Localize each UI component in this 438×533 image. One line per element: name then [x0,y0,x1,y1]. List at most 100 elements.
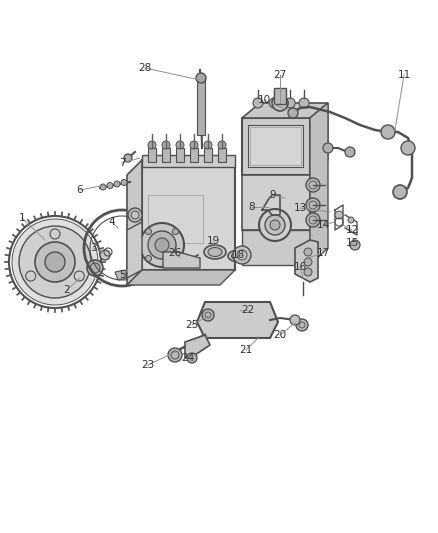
Bar [248,125,303,167]
Circle shape [145,255,152,261]
Text: 2: 2 [64,285,71,295]
Circle shape [290,315,300,325]
Text: 8: 8 [249,202,255,212]
Polygon shape [310,103,328,175]
Circle shape [259,209,291,241]
Text: 14: 14 [316,220,330,230]
Ellipse shape [208,247,222,256]
Polygon shape [242,103,328,118]
Circle shape [155,238,169,252]
Polygon shape [185,335,210,358]
Circle shape [148,231,176,259]
Text: 19: 19 [206,236,219,246]
Text: 28: 28 [138,63,152,73]
Circle shape [202,309,214,321]
Circle shape [173,229,178,235]
Bar [148,148,156,162]
Circle shape [288,108,298,118]
Text: 16: 16 [293,262,307,272]
Circle shape [100,184,106,190]
Bar [142,155,235,167]
Polygon shape [242,175,310,230]
Bar [162,148,170,162]
Polygon shape [115,270,128,280]
Ellipse shape [228,251,246,262]
Circle shape [348,217,354,223]
Circle shape [306,198,320,212]
Text: 5: 5 [119,270,125,280]
Circle shape [304,258,312,266]
Bar [250,127,301,165]
Circle shape [272,95,288,111]
Circle shape [401,141,415,155]
Bar [197,80,205,135]
Polygon shape [242,230,310,265]
Circle shape [270,220,280,230]
Polygon shape [127,222,142,278]
Circle shape [173,255,178,261]
Text: 24: 24 [181,353,194,363]
Circle shape [381,125,395,139]
Circle shape [145,229,152,235]
Text: 11: 11 [397,70,411,80]
Ellipse shape [232,253,243,260]
Circle shape [190,141,198,149]
Circle shape [140,223,184,267]
Circle shape [265,215,285,235]
Circle shape [45,252,65,272]
Circle shape [345,147,355,157]
Circle shape [204,141,212,149]
Circle shape [323,143,333,153]
Polygon shape [295,240,318,282]
Bar [190,148,198,162]
Circle shape [285,98,295,108]
Text: 15: 15 [346,238,359,248]
Circle shape [124,154,132,162]
Text: 21: 21 [240,345,253,355]
Text: 3: 3 [90,243,96,253]
Circle shape [233,246,251,264]
Text: 6: 6 [77,185,83,195]
Polygon shape [242,118,310,175]
Circle shape [114,181,120,187]
Text: 23: 23 [141,360,155,370]
Text: 18: 18 [231,250,245,260]
Polygon shape [310,103,328,265]
Text: 20: 20 [273,330,286,340]
Circle shape [296,319,308,331]
Bar [204,148,212,162]
Circle shape [306,178,320,192]
Circle shape [90,263,100,273]
Circle shape [196,73,206,83]
Circle shape [187,353,197,363]
Circle shape [393,185,407,199]
Circle shape [148,141,156,149]
Bar [148,195,203,243]
Circle shape [100,250,110,260]
Text: 4: 4 [109,217,115,227]
Circle shape [304,268,312,276]
Circle shape [269,98,279,108]
Circle shape [162,141,170,149]
Text: 1: 1 [19,213,25,223]
Circle shape [35,242,75,282]
Polygon shape [127,270,235,285]
Text: 13: 13 [293,203,307,213]
Text: 25: 25 [185,320,198,330]
Polygon shape [163,252,200,268]
Bar [274,88,286,104]
Text: 12: 12 [346,225,359,235]
Polygon shape [197,302,278,338]
Circle shape [176,141,184,149]
Circle shape [19,226,91,298]
Circle shape [218,141,226,149]
Circle shape [304,248,312,256]
Bar [218,148,226,162]
Circle shape [128,208,142,222]
Circle shape [253,98,263,108]
Text: 22: 22 [241,305,254,315]
Ellipse shape [204,245,226,259]
Polygon shape [127,160,142,285]
Polygon shape [142,160,235,270]
Circle shape [168,348,182,362]
